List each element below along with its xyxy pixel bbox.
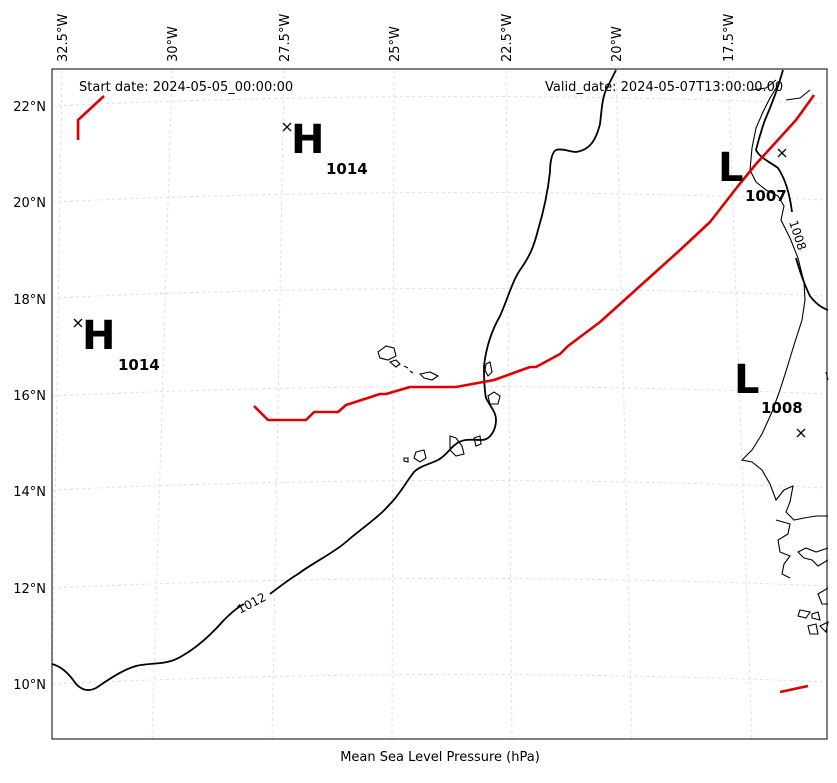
low-north-cross-icon: [777, 148, 787, 158]
coast-islets-a: [775, 519, 791, 579]
meridian-25w: [391, 69, 395, 741]
lon-tick-22-5w: 22.5°W: [500, 14, 515, 62]
coast-islets-b: [797, 609, 829, 635]
island-santa-luzia: [403, 365, 414, 374]
lat-tick-14n: 14°N: [13, 485, 46, 500]
coastline: [740, 69, 829, 635]
high-west-value: 1014: [118, 356, 160, 374]
island-sao-nicolau: [418, 371, 440, 381]
high-north-cross-icon: [282, 122, 292, 132]
parallel-14n: [51, 480, 829, 491]
lat-tick-20n: 20°N: [13, 196, 46, 211]
meridian-27-5w: [271, 69, 285, 741]
low-south-value: 1008: [761, 399, 803, 417]
coast-small-north: [751, 79, 811, 101]
high-west-letter: H: [82, 313, 115, 359]
high-center-west: H 1014: [73, 313, 160, 374]
lon-tick-20w: 20°W: [610, 26, 625, 62]
lat-tick-12n: 12°N: [13, 582, 46, 597]
latitude-ticks: 22°N 20°N 18°N 16°N 14°N 12°N 10°N: [13, 100, 46, 693]
contour-label-1012: 1012: [235, 590, 269, 617]
parallel-20n: [51, 192, 829, 203]
low-center-north: L 1007: [718, 145, 787, 205]
island-maio: [473, 435, 482, 447]
lon-tick-27-5w: 27.5°W: [278, 14, 293, 62]
low-north-value: 1007: [745, 187, 787, 205]
high-north-letter: H: [291, 117, 324, 163]
meridian-20w: [615, 69, 633, 741]
parallel-10n: [51, 674, 829, 685]
lat-tick-10n: 10°N: [13, 678, 46, 693]
start-date-label: Start date: 2024-05-05_00:00:00: [79, 80, 293, 95]
island-brava: [403, 457, 409, 463]
island-boa-vista: [487, 391, 501, 405]
front-southeast: [779, 684, 809, 694]
island-santiago: [449, 435, 465, 457]
contour-label-1008: 1008: [786, 219, 809, 252]
map-frame: [51, 68, 828, 740]
lon-tick-25w: 25°W: [388, 26, 403, 62]
low-north-letter: L: [718, 145, 744, 191]
lat-tick-18n: 18°N: [13, 293, 46, 308]
lon-tick-32-5w: 32.5°W: [56, 14, 71, 62]
lon-tick-17-5w: 17.5°W: [722, 14, 737, 62]
low-south-letter: L: [734, 357, 760, 403]
valid-date-label: Valid_date: 2024-05-07T13:00:00.00: [545, 80, 783, 95]
meridian-30w: [151, 69, 173, 741]
island-sal: [484, 361, 493, 377]
map-caption: Mean Sea Level Pressure (hPa): [340, 750, 540, 765]
high-center-north: H 1014: [282, 117, 368, 178]
lat-tick-22n: 22°N: [13, 100, 46, 115]
parallel-18n: [51, 288, 829, 299]
isobars: [51, 69, 829, 691]
low-center-south: L 1008: [734, 357, 806, 438]
island-sao-vicente: [388, 359, 401, 368]
cape-verde-islands: [377, 345, 501, 463]
pressure-centers: H 1014 H 1014 L 1007 L 1008: [73, 117, 806, 438]
meridian-22-5w: [505, 69, 513, 741]
lon-tick-30w: 30°W: [166, 26, 181, 62]
parallel-12n: [51, 578, 829, 589]
high-north-value: 1014: [326, 160, 368, 178]
low-south-cross-icon: [796, 428, 806, 438]
graticule: [51, 69, 829, 741]
front-northwest: [76, 95, 105, 140]
isobar-1008: [755, 69, 829, 311]
africa-coast: [740, 69, 829, 605]
island-fogo: [413, 449, 427, 463]
longitude-ticks: 32.5°W 30°W 27.5°W 25°W 22.5°W 20°W 17.5…: [56, 14, 737, 62]
parallel-16n: [51, 386, 829, 397]
high-west-cross-icon: [73, 318, 83, 328]
lat-tick-16n: 16°N: [13, 389, 46, 404]
meridian-17-5w: [727, 69, 753, 741]
parallel-22n: [51, 96, 829, 107]
front-main: [253, 94, 816, 422]
fronts: [76, 94, 816, 694]
meridian-32-5w: [51, 69, 63, 691]
island-santo-antao: [377, 345, 397, 361]
